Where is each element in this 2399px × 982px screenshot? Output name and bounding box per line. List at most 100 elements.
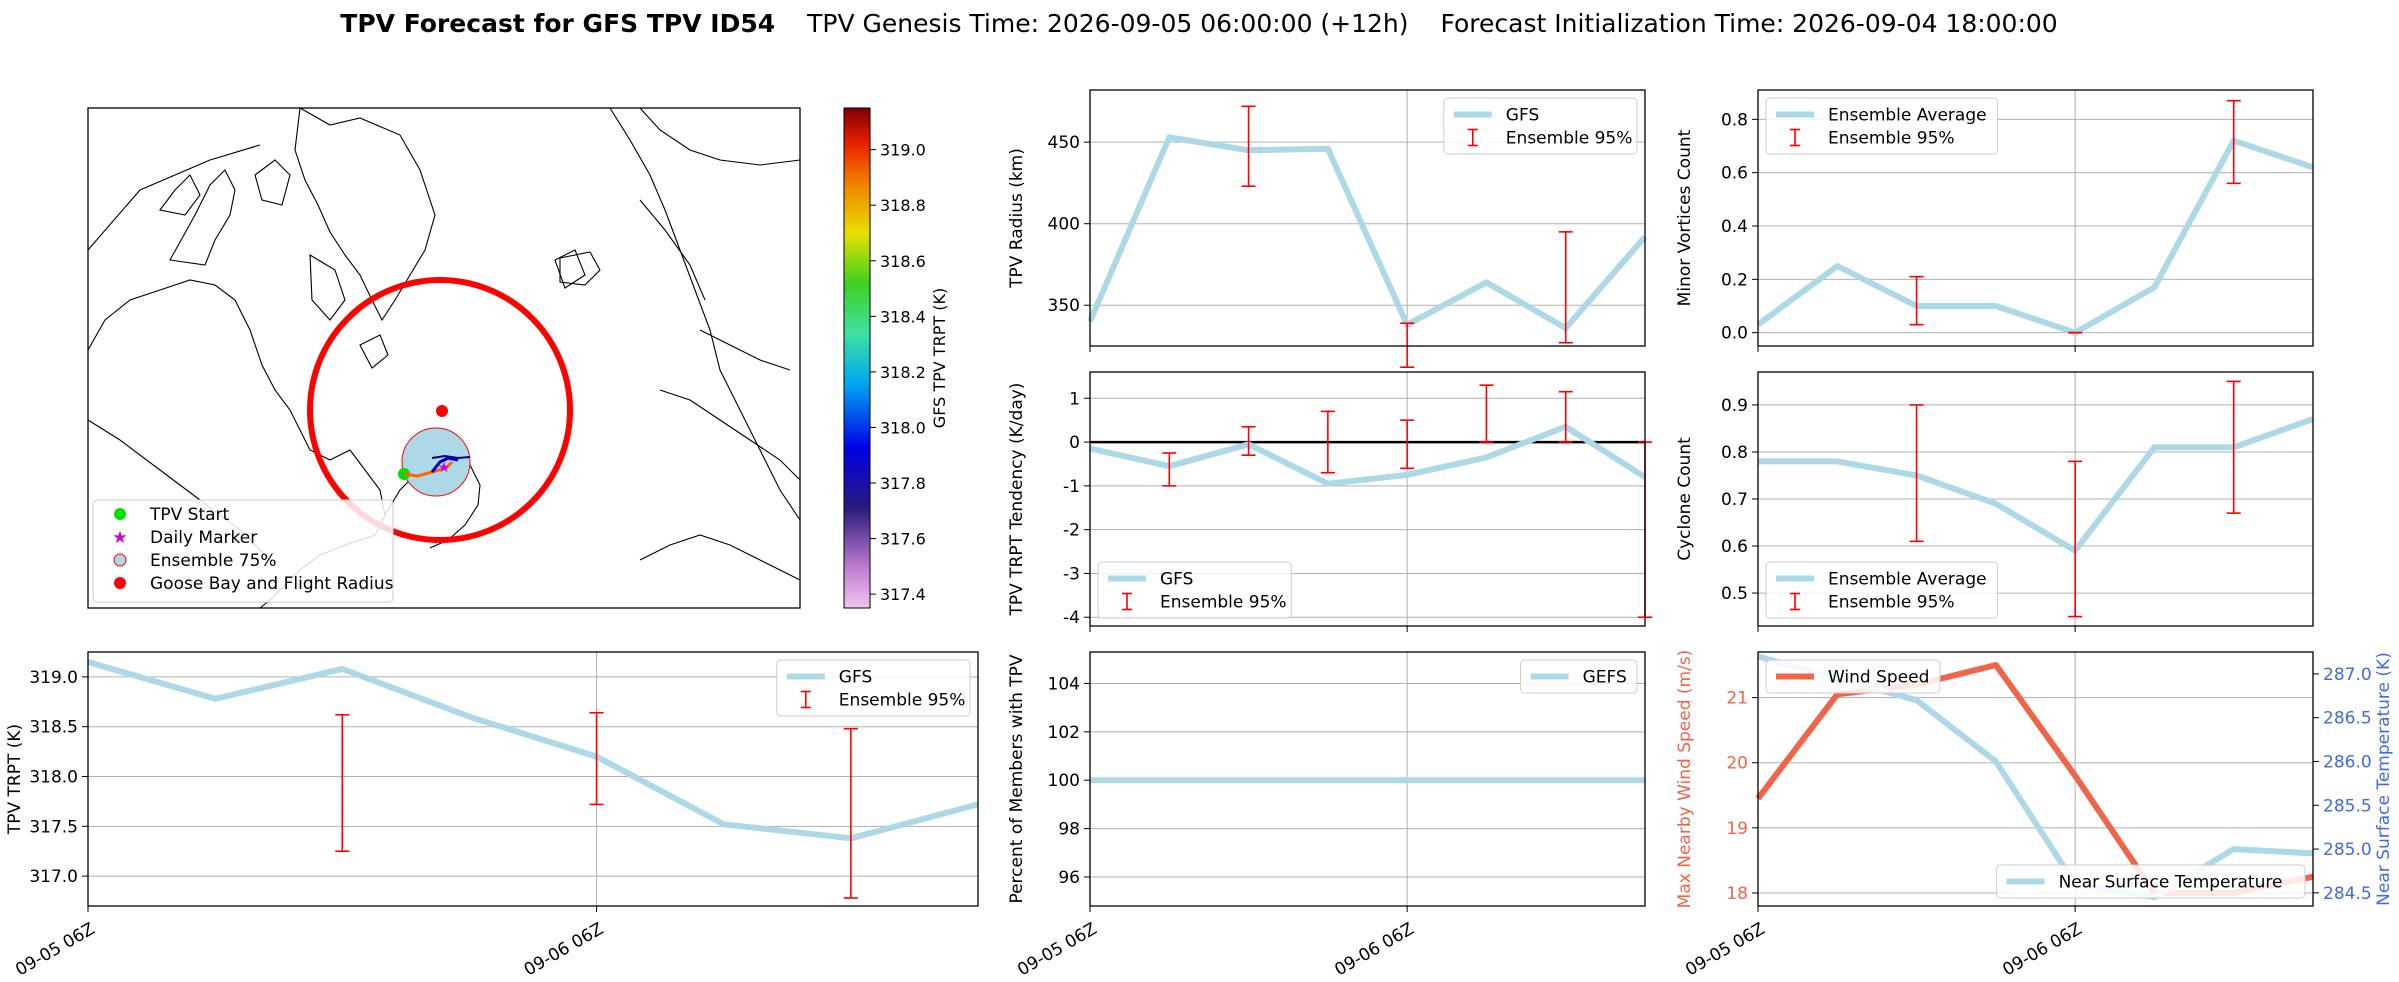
- y-tick-label: -1: [1063, 477, 1080, 497]
- ensemble-75-area: [401, 427, 471, 497]
- y-tick-label: 0.2: [1721, 270, 1748, 290]
- cyclone-count-chart: 0.5 0.6 0.7 0.8 0.9 Cyclone Count Ensemble Ave…: [1675, 371, 2315, 632]
- y-tick-label: 0.0: [1721, 324, 1748, 344]
- legend-label: Ensemble Average: [1828, 106, 1987, 126]
- plot-frame: [1757, 651, 2314, 907]
- colorbar-tick-label: 318.8: [880, 196, 926, 215]
- y2-tick-label: 286.0: [2323, 752, 2372, 772]
- plot-frame: [1757, 371, 2314, 627]
- plot-frame: [1089, 89, 1646, 347]
- map-legend-label: Daily Marker: [150, 528, 257, 548]
- y-tick-label: 1: [1069, 389, 1080, 409]
- colorbar-ticks: 317.4 317.6 317.8 318.0 318.2 318.4 318.6 318.8…: [870, 141, 926, 604]
- y-tick-label: 400: [1048, 215, 1080, 235]
- map-legend-box: [92, 499, 394, 603]
- title-genesis: TPV Genesis Time: 2026-09-05 06:00:00 (+…: [806, 9, 1408, 38]
- series-line: [1758, 416, 2315, 554]
- y-tick-label: -3: [1063, 564, 1080, 584]
- map-overlay: ★: [307, 277, 573, 543]
- plot-frame: [1757, 89, 2314, 347]
- legend-box: [1765, 659, 1941, 694]
- y-tick-label: 0.8: [1721, 443, 1748, 463]
- legend-box: [1765, 561, 1999, 619]
- legend-label: GFS: [1160, 570, 1193, 590]
- y-tick-label: 318.0: [29, 768, 78, 788]
- legend-label: Ensemble 95%: [1828, 129, 1955, 149]
- y-tick-label: -4: [1063, 608, 1080, 628]
- legend-label: Ensemble 95%: [1828, 593, 1955, 613]
- y-tick-label: 317.0: [29, 867, 78, 887]
- legend-box: [1765, 97, 1999, 155]
- goose-bay-legend-icon: [114, 577, 126, 589]
- ensemble-75-legend-icon: [113, 553, 127, 567]
- colorbar-tick-label: 317.8: [880, 474, 926, 493]
- y-tick-label: 0.9: [1721, 396, 1748, 416]
- colorbar-tick-label: 318.0: [880, 418, 926, 437]
- y2-tick-label: 285.5: [2323, 796, 2372, 816]
- plot-frame: [1089, 651, 1646, 907]
- coastline-scandinavia: [609, 107, 801, 521]
- y-tick-label: 0.7: [1721, 490, 1748, 510]
- colorbar-tick-label: 319.0: [880, 141, 926, 160]
- y2-axis-label: Near Surface Temperature (K): [2374, 652, 2394, 906]
- daily-marker-legend-icon: ★: [112, 528, 127, 548]
- y-tick-label: 21: [1726, 689, 1748, 709]
- map-legend-label: TPV Start: [149, 505, 230, 525]
- y-tick-label: 0.6: [1721, 164, 1748, 184]
- tpv-track-cool: [430, 456, 459, 473]
- y-tick-label: 102: [1048, 723, 1080, 743]
- map-panel: ★ TPV Start ★ Daily Marker Ensemble 75% Goos…: [87, 107, 801, 609]
- legend-label: Ensemble 95%: [839, 691, 966, 711]
- y-tick-label: 98: [1058, 820, 1080, 840]
- series-line: [87, 659, 979, 842]
- radius-chart: 350 400 450 TPV Radius (km) GFS Ensemble 95%: [1007, 89, 1648, 368]
- legend-box: [1443, 97, 1638, 155]
- y-tick-label: 318.5: [29, 718, 78, 738]
- colorbar-gradient: [843, 107, 871, 609]
- y2-tick-label: 285.0: [2323, 840, 2372, 860]
- colorbar-tick-label: 317.4: [880, 585, 926, 604]
- y-tick-label: 104: [1048, 674, 1080, 694]
- trpt-tendency-chart: -4 -3 -2 -1 0 1 TPV TRPT Tendency (K/day) GFS En…: [1007, 371, 1652, 632]
- coastline-arctic-islands: [159, 159, 586, 369]
- y-tick-label: 96: [1058, 868, 1080, 888]
- y-tick-label: 0.8: [1721, 110, 1748, 130]
- y-tick-label: 20: [1726, 754, 1748, 774]
- legend-label: GFS: [839, 668, 872, 688]
- colorbar-tick-label: 318.6: [880, 252, 926, 271]
- y-axis-label: Minor Vortices Count: [1675, 129, 1695, 306]
- y-axis-label: TPV Radius (km): [1007, 148, 1027, 289]
- y-tick-label: 0.6: [1721, 537, 1748, 557]
- y2-tick-label: 287.0: [2323, 665, 2372, 685]
- tpv-start-legend-icon: [114, 508, 126, 520]
- legend-label: Ensemble Average: [1828, 570, 1987, 590]
- y-tick-label: 100: [1048, 771, 1080, 791]
- y-axis-label: TPV TRPT Tendency (K/day): [1007, 383, 1027, 617]
- legend-label: GFS: [1506, 106, 1539, 126]
- legend-label: GEFS: [1583, 668, 1627, 688]
- colorbar-tick-label: 317.6: [880, 530, 926, 549]
- y2-tick-label: 286.5: [2323, 709, 2372, 729]
- flight-radius-circle: [307, 277, 573, 543]
- y-axis-label: Percent of Members with TPV: [1007, 654, 1027, 903]
- plot-frame: [87, 651, 979, 907]
- coastline-greenland: [294, 107, 436, 322]
- colorbar-tick-label: 318.2: [880, 363, 926, 382]
- series-line: [1087, 134, 1648, 332]
- coastline-iceland: [559, 251, 601, 286]
- map-legend-label: Ensemble 75%: [150, 551, 277, 571]
- y-axis-label: Max Nearby Wind Speed (m/s): [1675, 650, 1695, 909]
- colorbar-tick-label: 318.4: [880, 307, 926, 326]
- title-init: Forecast Initialization Time: 2026-09-04…: [1441, 9, 2058, 38]
- figure-title: TPV Forecast for GFS TPV ID54 TPV Genesi…: [340, 9, 2057, 38]
- map-legend: TPV Start ★ Daily Marker Ensemble 75% Goose …: [92, 499, 394, 603]
- y2-tick-label: 284.5: [2323, 884, 2372, 904]
- tpv-track-cold: [431, 454, 471, 460]
- coastline-europe: [639, 329, 801, 581]
- y-tick-label: 350: [1048, 296, 1080, 316]
- y-axis-label: Cyclone Count: [1675, 437, 1695, 561]
- legend-label: Near Surface Temperature: [2059, 873, 2283, 893]
- legend-label: Ensemble 95%: [1160, 593, 1287, 613]
